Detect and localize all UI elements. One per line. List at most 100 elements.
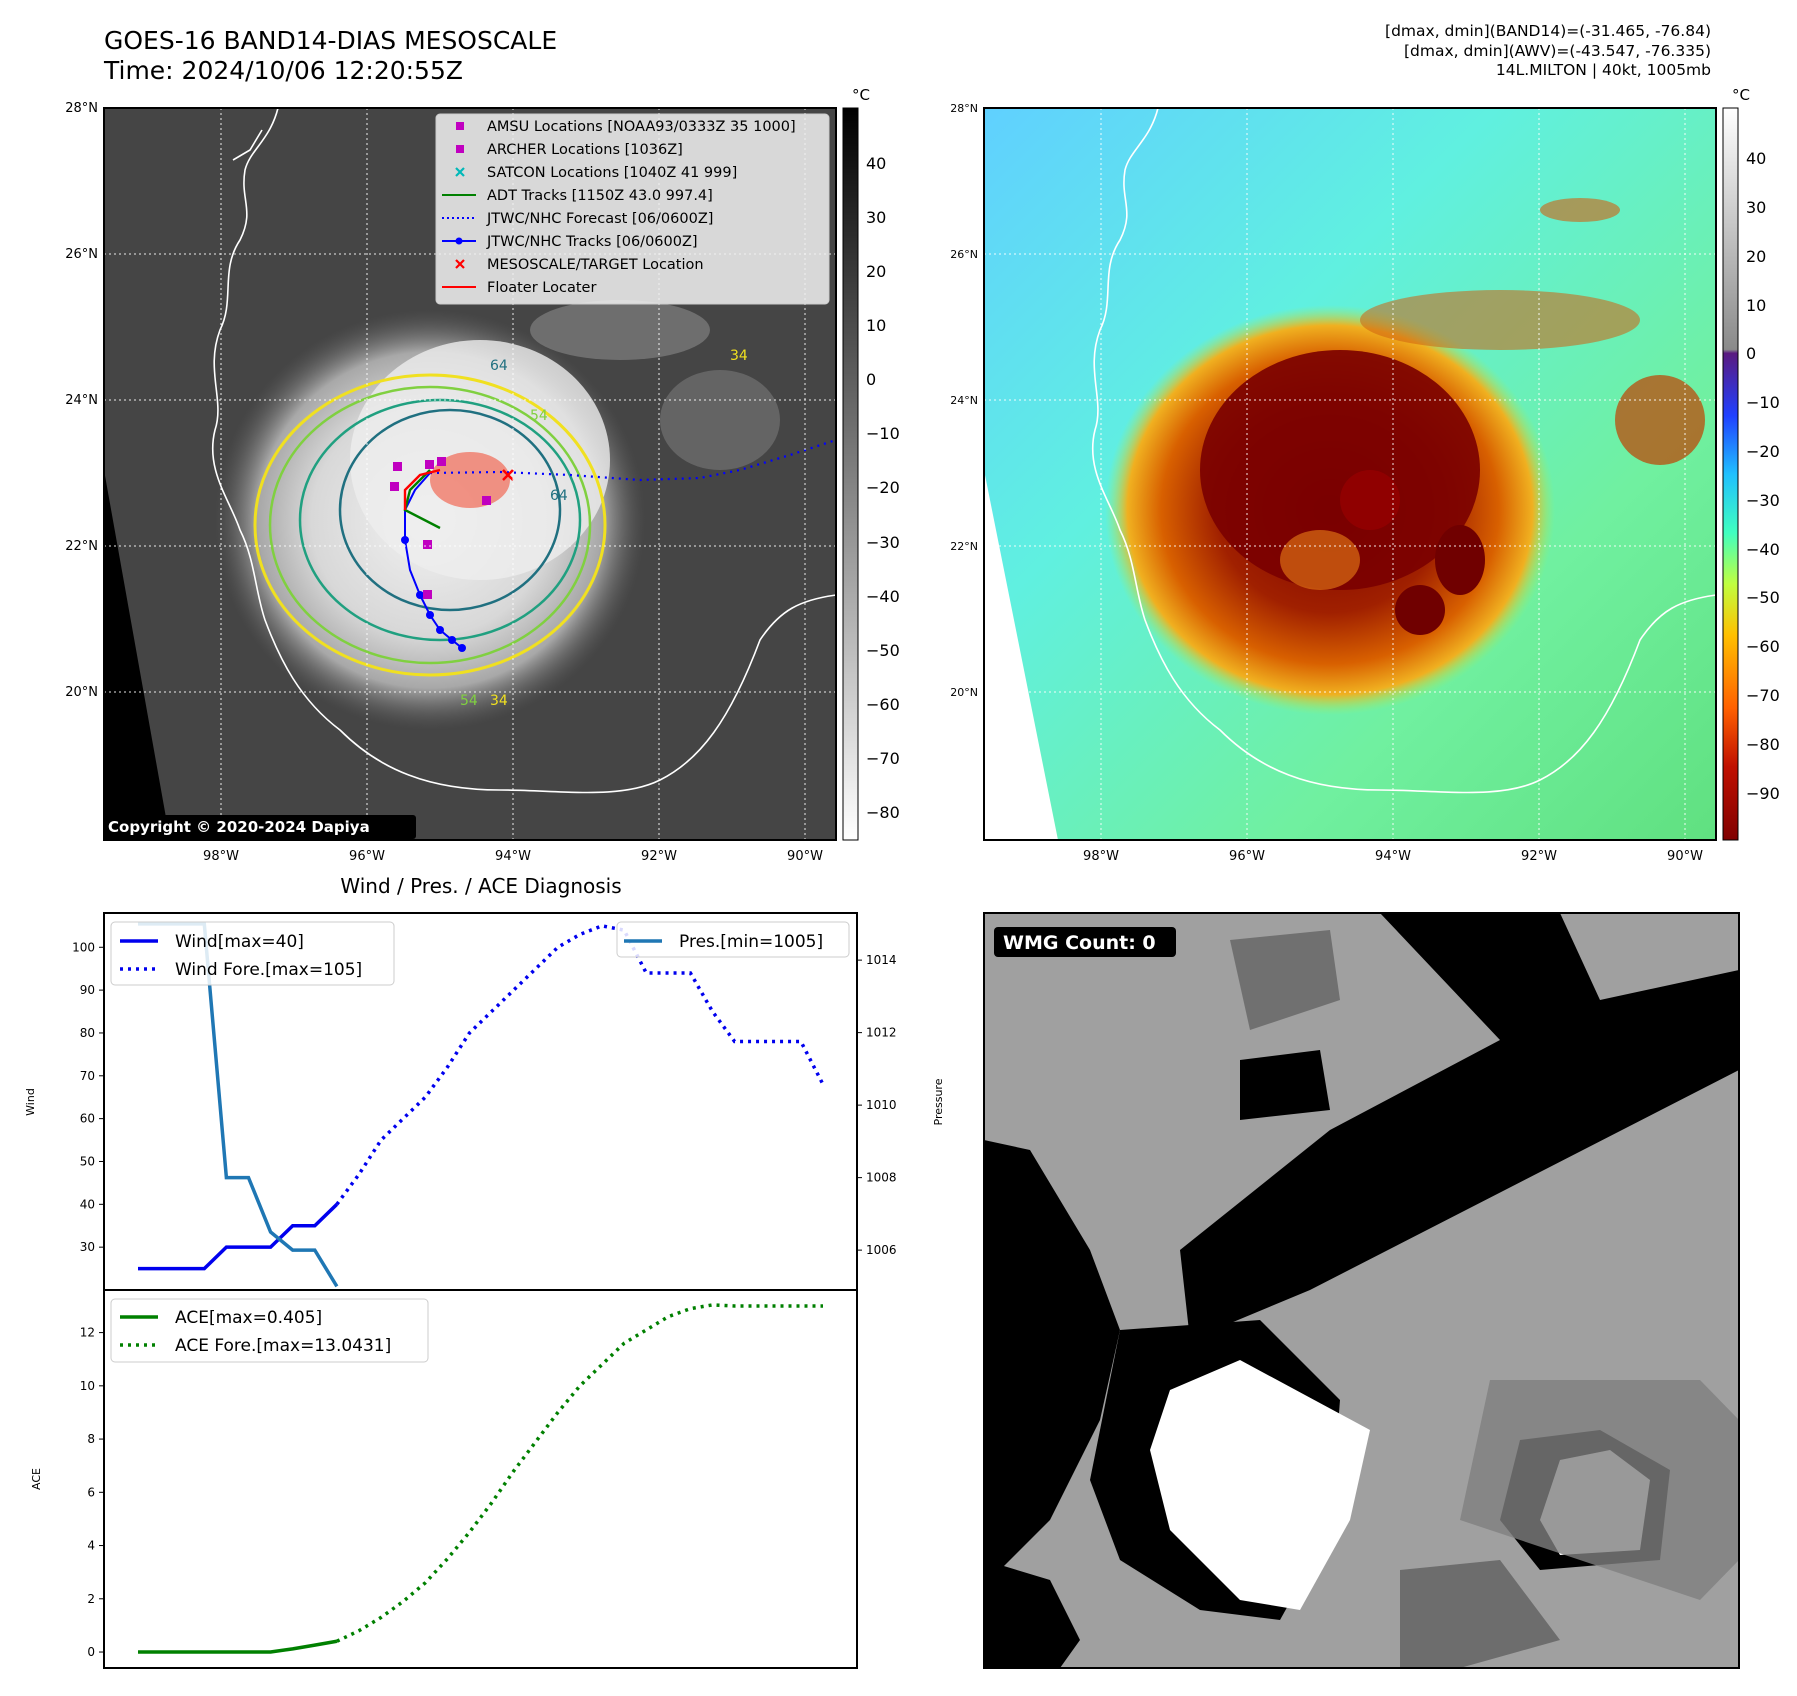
svg-text:−10: −10	[866, 424, 900, 443]
svg-text:40: 40	[866, 154, 886, 173]
contour-label: 34	[730, 348, 748, 364]
ir-colorbar: °C 40 30 20 10 0 −10 −20 −30 −40 −50 −60…	[842, 86, 900, 841]
wind-ytick-label: 30	[80, 1240, 95, 1254]
svg-text:−80: −80	[866, 803, 900, 822]
svg-text:94°W: 94°W	[495, 849, 531, 864]
legend-entry: ARCHER Locations [1036Z]	[487, 142, 683, 158]
svg-text:−70: −70	[1746, 686, 1780, 705]
svg-text:20°N: 20°N	[65, 685, 98, 700]
ir-lon-labels: 98°W 96°W 94°W 92°W 90°W	[203, 849, 823, 864]
svg-text:28°N: 28°N	[950, 102, 978, 115]
copyright-text: Copyright © 2020-2024 Dapiya	[108, 818, 370, 836]
svg-text:26°N: 26°N	[950, 248, 978, 261]
floater-locater-track	[403, 468, 441, 510]
svg-text:−20: −20	[866, 478, 900, 497]
pressure-ytick-label: 1006	[866, 1243, 897, 1257]
wind-ytick-label: 90	[80, 983, 95, 997]
wmg-count-box	[994, 927, 1176, 957]
wmg-count-label: WMG Count: 0	[1003, 932, 1156, 954]
wmg-image	[984, 913, 1739, 1668]
ace-series-line-1	[336, 1303, 823, 1643]
legend-entry: Wind[max=40]	[175, 932, 304, 952]
svg-text:28°N: 28°N	[65, 101, 98, 116]
ace-legend: ACE[max=0.405] ACE Fore.[max=13.0431]	[110, 1298, 429, 1363]
wind-ytick-label: 50	[80, 1154, 95, 1168]
ace-ytick-label: 4	[87, 1539, 95, 1553]
pressure-legend: Pres.[min=1005]	[616, 921, 850, 958]
legend-entry: AMSU Locations [NOAA93/0333Z 35 1000]	[487, 119, 796, 135]
ace-yticks: 0 2 4 6 8 10 12	[80, 1326, 104, 1659]
svg-text:24°N: 24°N	[950, 394, 978, 407]
svg-text:26°N: 26°N	[65, 247, 98, 262]
svg-text:22°N: 22°N	[950, 540, 978, 553]
legend-entry: Pres.[min=1005]	[679, 932, 823, 952]
wind-axis-label: Wind	[24, 1088, 37, 1116]
copyright-box	[104, 815, 416, 839]
svg-text:−70: −70	[866, 749, 900, 768]
legend-entry: JTWC/NHC Forecast [06/0600Z]	[486, 211, 713, 227]
svg-text:96°W: 96°W	[349, 849, 385, 864]
svg-text:20°N: 20°N	[950, 686, 978, 699]
adt-track	[403, 469, 441, 530]
coastline	[211, 107, 837, 794]
svg-text:−80: −80	[1746, 735, 1780, 754]
svg-text:40: 40	[1746, 149, 1766, 168]
svg-text:−50: −50	[1746, 588, 1780, 607]
svg-text:92°W: 92°W	[1521, 849, 1557, 864]
ir-legend: AMSU Locations [NOAA93/0333Z 35 1000] AR…	[435, 113, 830, 305]
legend-entry: SATCON Locations [1040Z 41 999]	[487, 165, 737, 181]
svg-text:−50: −50	[866, 641, 900, 660]
ir-lat-labels: 28°N 26°N 24°N 22°N 20°N	[65, 101, 98, 700]
svg-text:10: 10	[866, 316, 886, 335]
contour-label: 64	[490, 358, 508, 374]
svg-text:−10: −10	[1746, 393, 1780, 412]
pressure-ytick-label: 1008	[866, 1171, 897, 1185]
svg-text:90°W: 90°W	[1667, 849, 1703, 864]
svg-text:0: 0	[1746, 344, 1756, 363]
awv-map-image	[984, 108, 1716, 840]
series-line-0	[138, 1203, 339, 1271]
pressure-ytick-label: 1012	[866, 1026, 897, 1040]
wind-yticks: 30 40 50 60 70 80 90 100	[72, 940, 104, 1254]
svg-text:°C: °C	[1732, 86, 1750, 104]
svg-text:0: 0	[866, 370, 876, 389]
amsu-markers	[390, 457, 491, 599]
coastline	[232, 129, 263, 161]
ace-ytick-label: 10	[80, 1379, 95, 1393]
svg-text:96°W: 96°W	[1229, 849, 1265, 864]
legend-entry: Floater Locater	[487, 280, 596, 296]
svg-text:−60: −60	[1746, 637, 1780, 656]
wind-ytick-label: 40	[80, 1197, 95, 1211]
wind-ytick-label: 80	[80, 1026, 95, 1040]
svg-text:20: 20	[1746, 247, 1766, 266]
svg-text:22°N: 22°N	[65, 539, 98, 554]
coastline	[1091, 107, 1717, 794]
figure-title: GOES-16 BAND14-DIAS MESOSCALE Time: 2024…	[104, 26, 558, 85]
svg-text:−40: −40	[866, 587, 900, 606]
svg-text:98°W: 98°W	[203, 849, 239, 864]
svg-text:98°W: 98°W	[1083, 849, 1119, 864]
svg-text:30: 30	[1746, 198, 1766, 217]
svg-text:−40: −40	[1746, 540, 1780, 559]
wind-ytick-label: 100	[72, 940, 95, 954]
svg-text:92°W: 92°W	[641, 849, 677, 864]
contour-label: 34	[490, 693, 508, 709]
legend-entry: ACE Fore.[max=13.0431]	[175, 1336, 391, 1356]
pressure-ytick-label: 1014	[866, 953, 897, 967]
ace-ytick-label: 8	[87, 1432, 95, 1446]
svg-text:24°N: 24°N	[65, 393, 98, 408]
series-line-1	[335, 924, 825, 1206]
ace-axis-label: ACE	[30, 1468, 43, 1490]
awv-colorbar: °C 40 30 20 10 0 −10 −20 −30 −40 −50 −60…	[1722, 86, 1780, 841]
svg-text:−90: −90	[1746, 784, 1780, 803]
ir-gridlines	[104, 108, 836, 840]
svg-text:−60: −60	[866, 695, 900, 714]
svg-text:94°W: 94°W	[1375, 849, 1411, 864]
legend-entry: ADT Tracks [1150Z 43.0 997.4]	[487, 188, 713, 204]
target-x-marker	[502, 469, 514, 481]
ace-ytick-label: 0	[87, 1645, 95, 1659]
pressure-ytick-label: 1010	[866, 1098, 897, 1112]
jtwc-track-points	[401, 536, 466, 652]
svg-text:20: 20	[866, 262, 886, 281]
